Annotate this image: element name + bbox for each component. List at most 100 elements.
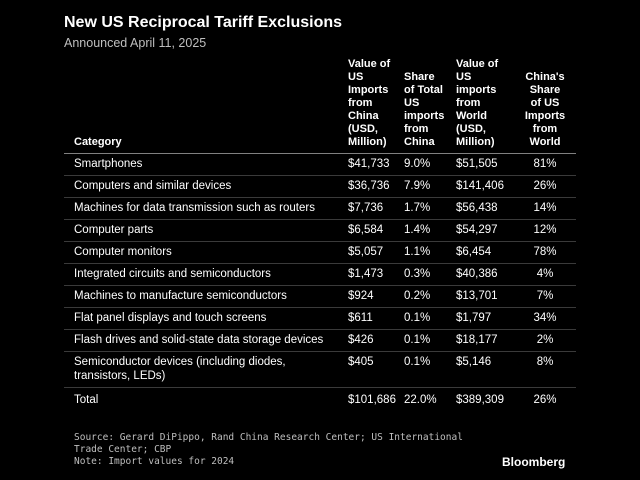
header-text-line: (USD, [348,123,378,135]
cell-china-value: $36,736 [346,175,402,198]
header-text-line: (USD, [456,123,486,135]
source-line: Note: Import values for 2024 [74,456,235,467]
header-text-line: Imports [524,110,566,122]
cell-category: Machines to manufacture semiconductors [64,285,346,308]
column-header-china-value: Value of US Imports from China (USD, Million) [346,58,402,154]
column-header-world-value: Value of US imports from World (USD, Million) [454,58,514,154]
column-header-china-share: China's Share of US Imports from World [514,58,576,154]
cell-share-total: 0.2% [402,285,454,308]
cell-world-value: $18,177 [454,329,514,352]
table-row: Flash drives and solid-state data storag… [64,329,576,352]
table-row: Computers and similar devices $36,736 7.9%… [64,175,576,198]
header-text-line: from [532,123,558,135]
cell-category: Integrated circuits and semiconductors [64,263,346,286]
cell-china-value: $5,057 [346,241,402,264]
cell-world-value: $13,701 [454,285,514,308]
header-text-line: Category [74,136,122,148]
header-text-line: Share [529,84,561,96]
table-row: Computer parts $6,584 1.4% $54,297 12% [64,219,576,242]
cell-china-share: 14% [514,197,576,220]
cell-china-value: $41,733 [346,153,402,176]
table-row: Flat panel displays and touch screens $61… [64,307,576,330]
cell-china-share: 26% [533,394,557,406]
cell-world-value: $6,454 [454,241,514,264]
header-text-line: from [404,123,429,135]
cell-china-share: 8% [514,351,576,388]
cell-china-share: 26% [514,175,576,198]
cell-china-value: $405 [346,351,402,388]
header-text-line: imports [404,110,445,122]
cell-share-total: 0.1% [402,329,454,352]
cell-category: Flat panel displays and touch screens [64,307,346,330]
table-row: Smartphones $41,733 9.0% $51,505 81% [64,153,576,176]
cell-china-share: 2% [514,329,576,352]
source-line: Trade Center; CBP [74,444,172,455]
tariff-exclusions-table: Category Value of US Imports from China (USD,… [64,58,576,411]
bloomberg-logo: Bloomberg [502,455,566,469]
cell-china-share: 81% [514,153,576,176]
cell-category: Computers and similar devices [64,175,346,198]
cell-world-value: $389,309 [456,394,504,406]
header-text-line: from [456,97,481,109]
cell-world-value: $141,406 [454,175,514,198]
header-text-line: of Total [404,84,443,96]
cell-share-total: 1.7% [402,197,454,220]
table-row: Machines to manufacture semiconductors $9… [64,285,576,308]
table-row: Integrated circuits and semiconductors $1… [64,263,576,286]
cell-category: Flash drives and solid-state data storag… [64,329,346,352]
header-text-line: China [348,110,379,122]
source-line: Source: Gerard DiPippo, Rand China Resea… [74,432,463,443]
cell-share-total: 7.9% [402,175,454,198]
header-text-line: World [529,136,561,148]
table-row: Machines for data transmission such as r… [64,197,576,220]
cell-share-total: 0.3% [402,263,454,286]
source-note: Source: Gerard DiPippo, Rand China Resea… [74,432,463,468]
cell-world-value: $54,297 [454,219,514,242]
cell-world-value: $1,797 [454,307,514,330]
column-header-share-total: Share of Total US imports from China [402,58,454,154]
header-text-line: Million) [348,136,387,148]
cell-china-share: 4% [514,263,576,286]
header-text-line: World [456,110,487,122]
cell-china-share: 12% [514,219,576,242]
chart-title: New US Reciprocal Tariff Exclusions [64,14,343,31]
header-text-line: of US [530,97,560,109]
header-text-line: Million) [456,136,495,148]
table-row: Semiconductor devices (including diodes,… [64,351,576,388]
cell-china-value: $1,473 [346,263,402,286]
cell-category: Computer monitors [64,241,346,264]
header-text-line: Share [404,71,435,83]
cell-share-total: 22.0% [404,394,437,406]
cell-category: Machines for data transmission such as r… [64,197,346,220]
cell-world-value: $40,386 [454,263,514,286]
header-text-line: from [348,97,373,109]
table-header-row: Category Value of US Imports from China (USD,… [64,58,576,154]
cell-china-value: $924 [346,285,402,308]
cell-china-value: $611 [346,307,402,330]
cell-china-share: 7% [514,285,576,308]
header-text-line: China [404,136,435,148]
cell-share-total: 0.1% [402,307,454,330]
cell-category: Semiconductor devices (including diodes,… [64,351,346,388]
header-text-line: Value of [348,58,391,70]
cell-share-total: 1.4% [402,219,454,242]
cell-category: Smartphones [64,153,346,176]
cell-share-total: 0.1% [402,351,454,388]
cell-china-share: 78% [514,241,576,264]
header-text-line: US [404,97,420,109]
chart-subtitle: Announced April 11, 2025 [64,36,207,50]
cell-china-value: $6,584 [346,219,402,242]
header-text-line: US [456,71,472,83]
header-text-line: China's [525,71,565,83]
cell-world-value: $56,438 [454,197,514,220]
cell-share-total: 1.1% [402,241,454,264]
header-text-line: Imports [348,84,389,96]
header-text-line: US [348,71,364,83]
header-text-line: Value of [456,58,499,70]
cell-world-value: $51,505 [454,153,514,176]
cell-china-share: 34% [514,307,576,330]
total-row: Total $101,686 22.0% $389,309 26% [64,388,576,412]
cell-share-total: 9.0% [402,153,454,176]
cell-china-value: $7,736 [346,197,402,220]
table-row: Computer monitors $5,057 1.1% $6,454 78% [64,241,576,264]
